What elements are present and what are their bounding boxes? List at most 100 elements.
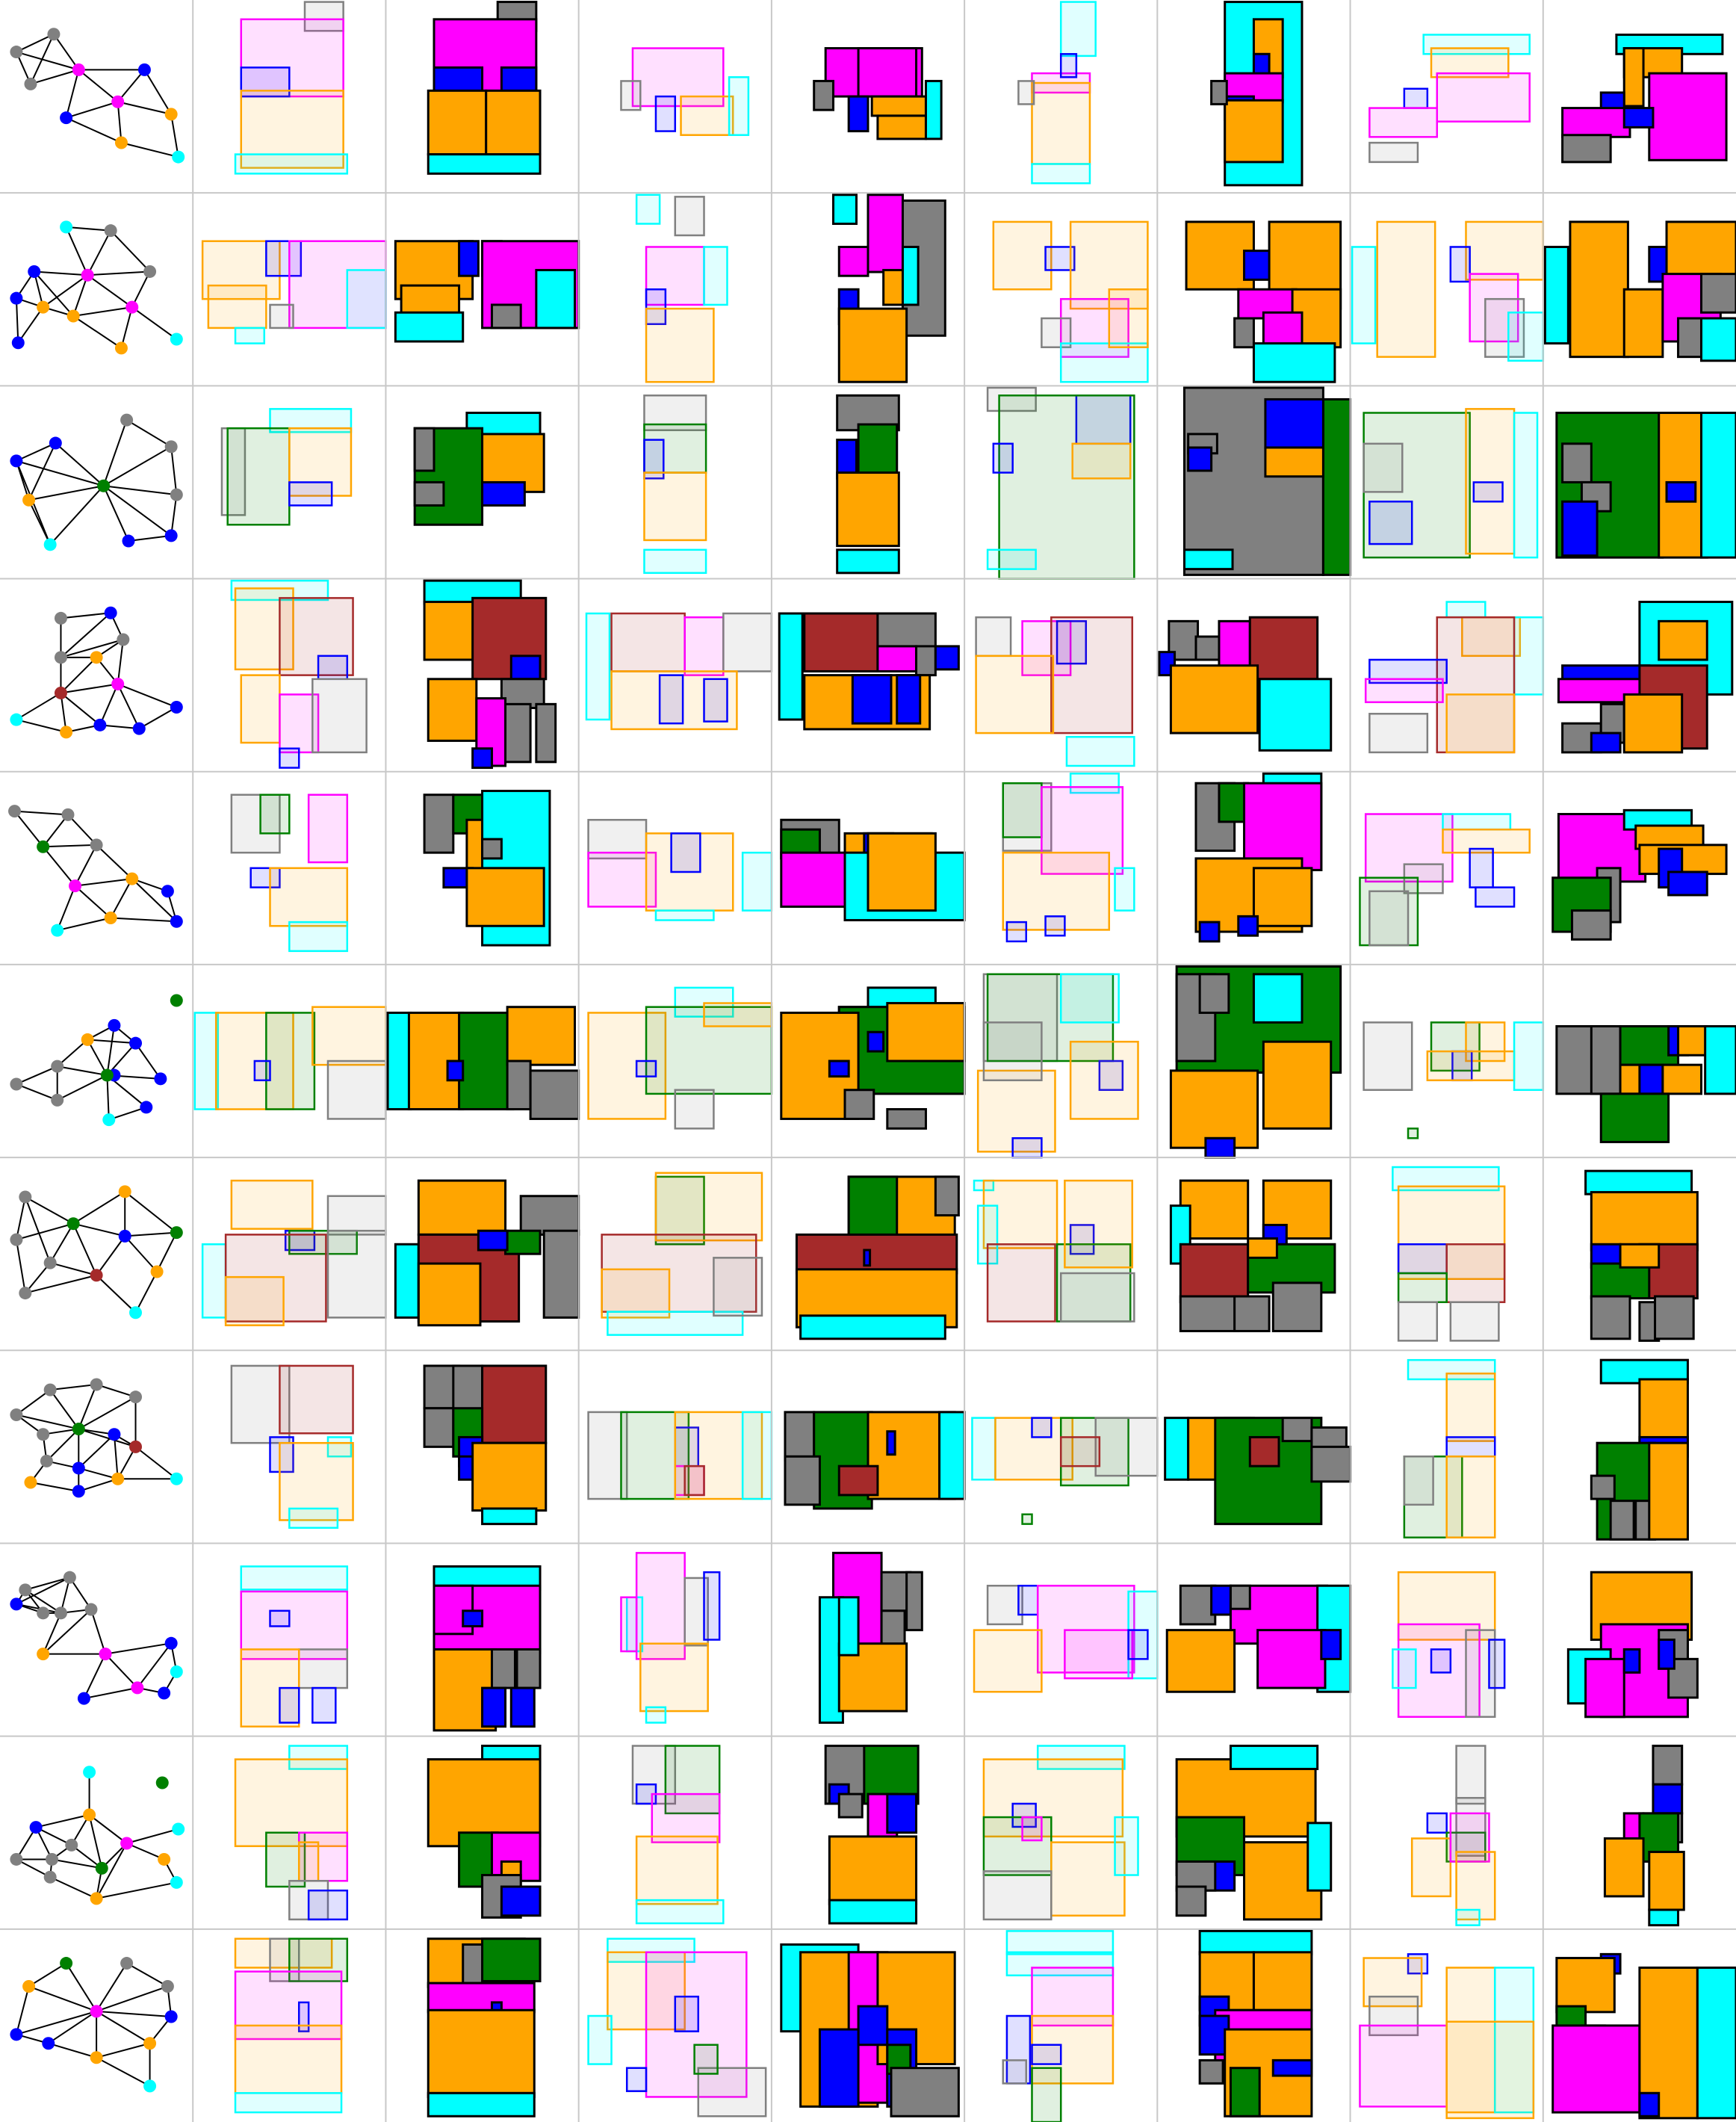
room-rect (535, 702, 557, 764)
graph-node (43, 1256, 57, 1269)
room-rect (847, 95, 869, 133)
graph-edge (120, 306, 133, 349)
room-rect (1041, 317, 1072, 348)
room-rect (832, 194, 858, 225)
room-rect (857, 2005, 889, 2047)
room-rect (1368, 141, 1419, 164)
graph-edge (102, 485, 129, 542)
floorplan-filled (423, 790, 551, 947)
room-rect (1619, 1243, 1661, 1269)
room-rect (1182, 386, 1324, 576)
room-rect (288, 481, 333, 507)
room-rect (1252, 342, 1336, 383)
room-rect (1233, 317, 1255, 349)
graph-edge (96, 2042, 150, 2058)
graph-node (150, 1265, 164, 1278)
room-rect (828, 1899, 918, 1925)
room-rect (1021, 620, 1072, 676)
graph-edge (78, 1384, 98, 1429)
graph-node (22, 1980, 36, 1993)
room-rect (1465, 220, 1545, 281)
room-rect (1059, 973, 1120, 1024)
room-rect (851, 674, 893, 725)
room-rect (643, 548, 707, 575)
floorplan-filled (427, 1, 542, 175)
graph-node (90, 1269, 103, 1282)
room-rect (1071, 442, 1132, 480)
room-rect (1059, 1436, 1101, 1467)
room-rect (1677, 1025, 1708, 1057)
grid-row (10, 194, 1736, 383)
graph-node (170, 1665, 183, 1678)
room-rect (1050, 616, 1134, 734)
room-rect (297, 1841, 320, 1882)
floorplan-filled (1175, 1745, 1333, 1921)
room-rect (326, 1060, 387, 1120)
room-rect (1031, 1417, 1053, 1438)
room-rect (625, 2067, 648, 2092)
floorplan-filled (780, 818, 966, 922)
room-rect (847, 1175, 899, 1246)
graph-edge (16, 1858, 51, 1878)
room-rect (249, 867, 281, 888)
room-rect (1233, 1295, 1271, 1332)
room-rect (417, 1179, 507, 1236)
graph-edge (33, 270, 74, 317)
room-rect (1229, 2067, 1261, 2118)
room-rect (986, 1585, 1023, 1626)
room-rect (635, 1060, 657, 1077)
room-rect (876, 645, 918, 672)
room-rect (1449, 1301, 1500, 1342)
graph-node (143, 2079, 157, 2093)
room-rect (1700, 412, 1736, 559)
room-rect (230, 794, 281, 854)
graph-edge (67, 814, 97, 846)
room-rect (1445, 1243, 1506, 1303)
graph-edge (35, 1826, 72, 1846)
graph-edge (57, 1074, 108, 1101)
graph-edge (103, 445, 172, 487)
room-rect (234, 153, 349, 175)
room-rect (234, 1758, 349, 1848)
room-rect (413, 480, 445, 507)
room-rect (674, 1089, 715, 1130)
graph-edge (15, 1986, 30, 2035)
graph-node (10, 291, 23, 305)
room-rect (490, 1648, 516, 1689)
room-rect (1127, 1590, 1159, 1680)
floorplan-filled (423, 1364, 548, 1526)
room-rect (427, 2008, 536, 2098)
room-rect (234, 1970, 343, 2041)
room-rect (1050, 1841, 1126, 1917)
grid-row (10, 386, 1736, 580)
room-rect (1169, 1069, 1259, 1149)
room-rect (1187, 446, 1213, 472)
graph-edge (88, 1814, 103, 1869)
floorplan-outline (201, 1179, 387, 1326)
room-rect (1031, 2044, 1062, 2065)
graph-edge (87, 230, 112, 276)
room-rect (1622, 107, 1655, 129)
graph-edge (90, 1609, 106, 1654)
graph-node (72, 1423, 85, 1436)
room-rect (610, 612, 686, 672)
floorplan-filled (1603, 1745, 1685, 1927)
graph-edge (60, 657, 97, 694)
graph-edge (96, 1985, 168, 2012)
room-rect (417, 1262, 482, 1327)
room-rect (901, 245, 920, 306)
room-rect (784, 1455, 821, 1506)
room-rect (1451, 1050, 1473, 1082)
room-rect (427, 2091, 536, 2118)
room-rect (975, 655, 1055, 734)
room-rect (1002, 851, 1111, 931)
room-rect (635, 1783, 657, 1805)
room-rect (269, 303, 294, 330)
room-rect (654, 1175, 705, 1246)
room-rect (542, 1229, 580, 1319)
room-rect (818, 2028, 860, 2108)
graph-node (104, 912, 117, 925)
floorplan-filled (394, 240, 580, 343)
room-rect (1704, 1025, 1736, 1095)
graph-edge (170, 494, 178, 536)
